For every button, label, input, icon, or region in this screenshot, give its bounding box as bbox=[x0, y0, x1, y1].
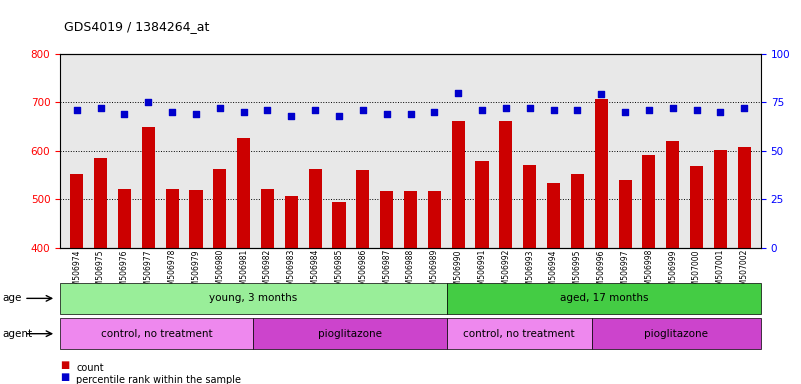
Bar bbox=[142, 127, 155, 248]
Point bbox=[500, 105, 513, 111]
Bar bbox=[547, 183, 560, 248]
Bar bbox=[356, 170, 369, 248]
Point bbox=[261, 107, 274, 113]
Text: GDS4019 / 1384264_at: GDS4019 / 1384264_at bbox=[64, 20, 209, 33]
Bar bbox=[404, 191, 417, 248]
Point bbox=[190, 111, 203, 117]
Text: aged, 17 months: aged, 17 months bbox=[560, 293, 648, 303]
Bar bbox=[70, 174, 83, 248]
Point bbox=[571, 107, 584, 113]
Point bbox=[595, 91, 608, 98]
Bar bbox=[738, 147, 751, 248]
Point bbox=[404, 111, 417, 117]
Text: percentile rank within the sample: percentile rank within the sample bbox=[76, 375, 241, 384]
Point bbox=[142, 99, 155, 105]
Point bbox=[476, 107, 489, 113]
Point bbox=[690, 107, 703, 113]
Point bbox=[547, 107, 560, 113]
Point bbox=[237, 109, 250, 115]
Text: agent: agent bbox=[2, 329, 33, 339]
Point bbox=[618, 109, 631, 115]
Point bbox=[70, 107, 83, 113]
Text: control, no treatment: control, no treatment bbox=[464, 329, 575, 339]
Point bbox=[642, 107, 655, 113]
Bar bbox=[213, 169, 227, 248]
Bar bbox=[690, 166, 703, 248]
Text: control, no treatment: control, no treatment bbox=[101, 329, 212, 339]
Text: age: age bbox=[2, 293, 22, 303]
Point bbox=[666, 105, 679, 111]
Point bbox=[95, 105, 107, 111]
Bar bbox=[452, 121, 465, 248]
Bar bbox=[285, 196, 298, 248]
Bar bbox=[237, 137, 250, 248]
Bar bbox=[166, 189, 179, 248]
Bar bbox=[94, 157, 107, 248]
Bar bbox=[332, 202, 345, 248]
Point bbox=[428, 109, 441, 115]
Bar bbox=[523, 165, 536, 248]
Bar bbox=[666, 141, 679, 248]
Bar bbox=[261, 189, 274, 248]
Point bbox=[213, 105, 226, 111]
Bar bbox=[618, 180, 632, 248]
Text: ■: ■ bbox=[60, 360, 70, 370]
Bar bbox=[428, 191, 441, 248]
Point bbox=[523, 105, 536, 111]
Bar bbox=[189, 190, 203, 248]
Bar bbox=[380, 191, 393, 248]
Bar bbox=[118, 189, 131, 248]
Point bbox=[332, 113, 345, 119]
Point bbox=[285, 113, 298, 119]
Bar bbox=[476, 161, 489, 248]
Bar bbox=[571, 174, 584, 248]
Point bbox=[166, 109, 179, 115]
Text: young, 3 months: young, 3 months bbox=[209, 293, 297, 303]
Bar bbox=[642, 155, 655, 248]
Bar bbox=[308, 169, 322, 248]
Point bbox=[714, 109, 727, 115]
Text: pioglitazone: pioglitazone bbox=[318, 329, 382, 339]
Point bbox=[356, 107, 369, 113]
Bar bbox=[594, 99, 608, 248]
Point bbox=[118, 111, 131, 117]
Point bbox=[738, 105, 751, 111]
Point bbox=[380, 111, 393, 117]
Point bbox=[452, 89, 465, 96]
Bar bbox=[499, 121, 513, 248]
Text: count: count bbox=[76, 363, 103, 373]
Point bbox=[308, 107, 321, 113]
Text: pioglitazone: pioglitazone bbox=[644, 329, 708, 339]
Text: ■: ■ bbox=[60, 372, 70, 382]
Bar bbox=[714, 150, 727, 248]
